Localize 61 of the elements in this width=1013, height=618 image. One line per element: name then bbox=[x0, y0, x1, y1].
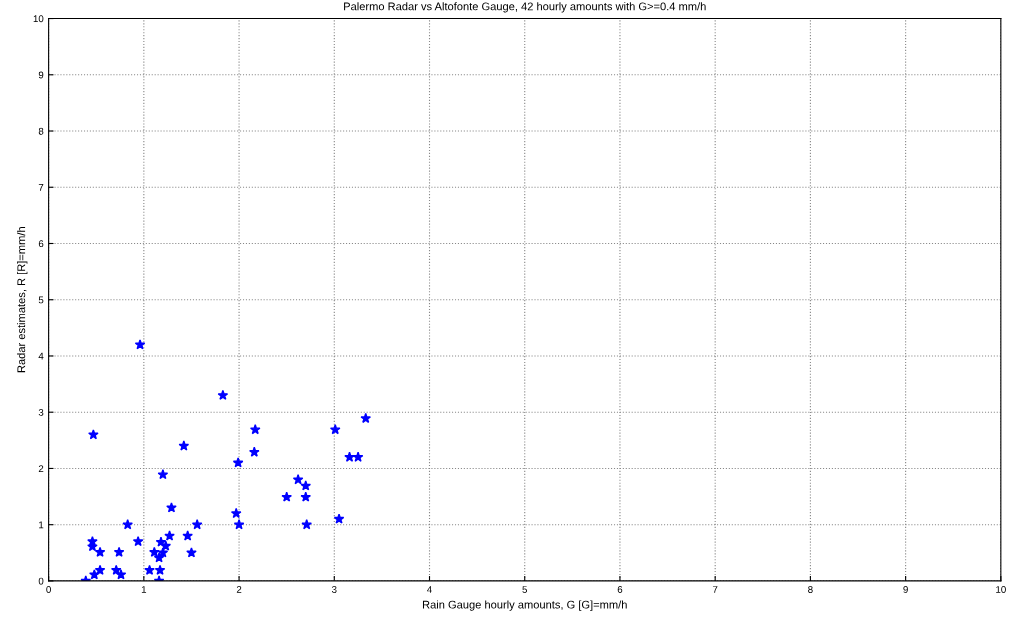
x-tick-label: 5 bbox=[522, 586, 528, 593]
point bbox=[329, 424, 341, 435]
y-tick-label: 3 bbox=[38, 408, 44, 416]
point bbox=[281, 491, 292, 502]
point bbox=[132, 535, 144, 547]
point bbox=[230, 507, 242, 519]
x-tick-label: 3 bbox=[331, 586, 337, 593]
point bbox=[333, 513, 345, 524]
y-axis-title: Radar estimates, R [R]=mm/h bbox=[17, 227, 28, 373]
y-tick-label: 7 bbox=[38, 184, 44, 191]
point bbox=[144, 564, 155, 575]
point bbox=[217, 389, 229, 400]
y-tick-label: 5 bbox=[38, 296, 44, 304]
point bbox=[157, 469, 169, 480]
point bbox=[233, 519, 245, 530]
point bbox=[360, 412, 372, 424]
x-tick-label: 10 bbox=[996, 586, 1006, 593]
point bbox=[115, 569, 127, 580]
x-tick-label: 1 bbox=[141, 586, 147, 593]
x-tick-label: 0 bbox=[46, 586, 51, 593]
x-tick-label: 8 bbox=[808, 586, 813, 593]
point bbox=[94, 546, 106, 557]
x-tick-label: 6 bbox=[617, 586, 623, 593]
point bbox=[110, 564, 122, 575]
y-tick-label: 2 bbox=[38, 465, 44, 472]
y-tick-label: 1 bbox=[39, 521, 44, 529]
point bbox=[248, 446, 260, 457]
point bbox=[232, 457, 244, 468]
x-tick-label: 7 bbox=[712, 586, 718, 593]
point bbox=[292, 474, 304, 485]
point bbox=[191, 519, 203, 530]
point bbox=[154, 564, 166, 575]
x-tick-label: 2 bbox=[236, 586, 242, 593]
point bbox=[300, 491, 312, 502]
point bbox=[149, 546, 160, 557]
point bbox=[134, 339, 146, 350]
point bbox=[186, 547, 197, 558]
point bbox=[301, 519, 312, 530]
point bbox=[160, 540, 172, 551]
y-tick-label: 9 bbox=[38, 71, 44, 79]
chart-title: Palermo Radar vs Altofonte Gauge, 42 hourly amounts with G>=0.4 mm/h bbox=[344, 2, 706, 13]
point bbox=[94, 564, 106, 575]
x-tick-label: 9 bbox=[903, 586, 908, 593]
point bbox=[164, 530, 175, 541]
y-tick-label: 6 bbox=[38, 240, 44, 248]
point bbox=[178, 440, 190, 451]
point bbox=[166, 502, 177, 513]
point bbox=[122, 519, 133, 530]
point bbox=[249, 424, 261, 435]
point bbox=[300, 480, 312, 491]
point bbox=[88, 429, 99, 440]
x-tick-label: 4 bbox=[427, 586, 432, 593]
point bbox=[344, 451, 355, 462]
point bbox=[113, 546, 125, 557]
y-tick-label: 0 bbox=[38, 577, 44, 585]
y-tick-label: 8 bbox=[38, 127, 44, 135]
y-tick-label: 4 bbox=[38, 352, 44, 360]
point bbox=[182, 530, 193, 541]
point bbox=[352, 451, 364, 462]
y-tick-label: 10 bbox=[33, 15, 44, 23]
x-axis-title: Rain Gauge hourly amounts, G [G]=mm/h bbox=[422, 600, 627, 611]
